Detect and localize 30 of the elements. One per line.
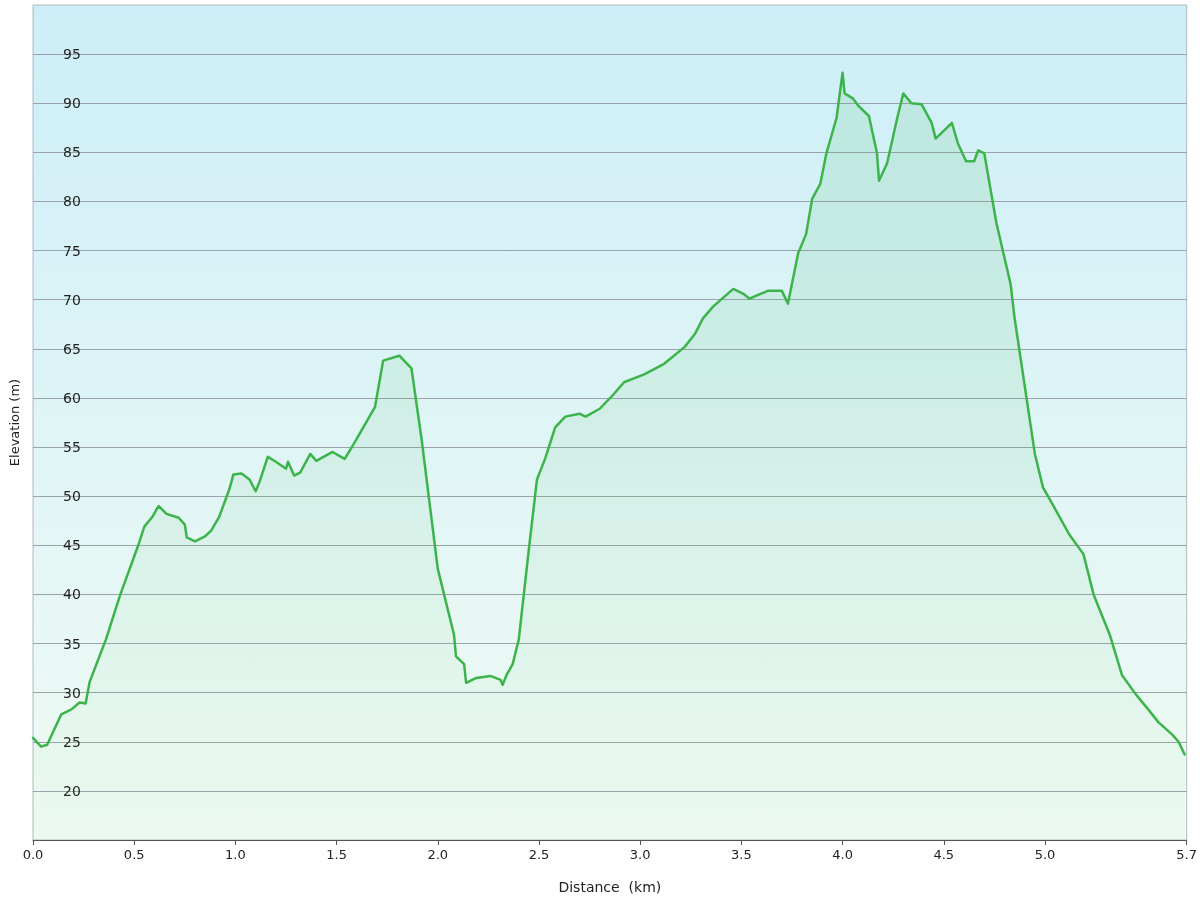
y-tick-label: 50: [63, 488, 81, 505]
y-tick-label: 40: [63, 586, 81, 603]
x-tick-label: 0.5: [123, 847, 145, 862]
x-tick-label: 5.0: [1034, 847, 1056, 862]
y-tick-label: 95: [63, 46, 81, 63]
x-tick-label: 0.0: [22, 847, 44, 862]
x-tick-label: 5.7: [1176, 847, 1198, 862]
x-tick-label: 2.0: [427, 847, 449, 862]
y-tick-label: 45: [63, 537, 81, 554]
y-tick-label: 35: [63, 635, 81, 652]
y-tick-label: 85: [63, 144, 81, 161]
y-tick-label: 90: [63, 95, 81, 112]
x-axis-title: Distance (km): [558, 879, 662, 895]
y-tick-label: 70: [63, 291, 81, 308]
x-tick-label: 2.5: [528, 847, 550, 862]
y-tick-label: 65: [63, 340, 81, 357]
x-tick-label: 1.5: [326, 847, 347, 862]
y-tick-label: 25: [63, 733, 81, 750]
y-tick-label: 20: [63, 782, 81, 799]
x-tick-label: 3.0: [629, 847, 651, 862]
x-tick-label: 1.0: [225, 847, 246, 862]
y-tick-label: 30: [63, 684, 81, 701]
y-axis-title: Elevation (m): [7, 378, 22, 467]
y-tick-label: 80: [63, 193, 81, 210]
x-tick-label: 4.0: [832, 847, 853, 862]
x-tick-label: 3.5: [731, 847, 752, 862]
y-tick-label: 75: [63, 242, 81, 259]
y-tick-label: 55: [63, 439, 81, 456]
x-tick-label: 4.5: [933, 847, 955, 862]
y-tick-label: 60: [63, 389, 81, 406]
